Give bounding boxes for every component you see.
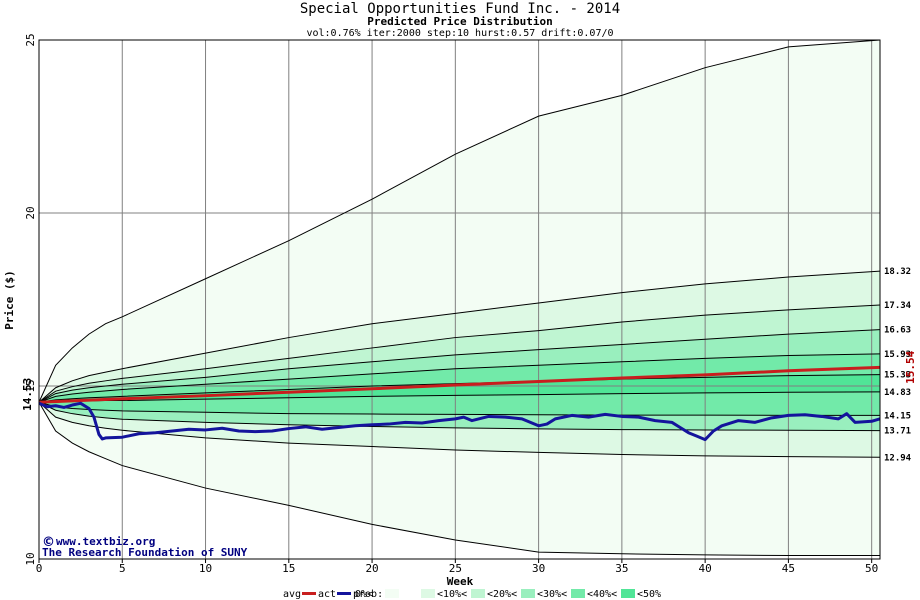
y-tick-labels: 10 15 20 25 [24,33,37,565]
x-tick-0: 0 [36,562,43,575]
right-label-7: 13.71 [884,427,911,437]
legend-bucket-5: <50% [637,589,661,600]
grid-lines [39,40,880,559]
plot-frame [38,39,881,560]
legend-swatch-5 [621,589,635,598]
x-tick-25: 25 [449,562,462,575]
chart-subtitle: Predicted Price Distribution [367,15,552,28]
legend-buckets: 0%< <10%< <20%< <30%< <40%< <50% [355,589,661,600]
x-tick-5: 5 [119,562,126,575]
x-tick-35: 35 [615,562,628,575]
legend-swatch-1 [421,589,435,598]
y-tick-20: 20 [24,206,37,219]
x-axis-label: Week [447,575,474,588]
right-label-1: 17.34 [884,301,912,311]
legend-swatch-0 [385,589,399,598]
line-p10 [38,401,881,458]
band-20-upper [39,305,880,403]
line-p60 [38,353,881,403]
legend-avg-label: avg [283,589,301,600]
x-tick-30: 30 [532,562,545,575]
legend-avg-swatch [302,592,316,595]
x-tick-50: 50 [865,562,878,575]
band-outer-upper [39,40,880,403]
line-p50 [38,374,881,403]
watermark-line-2: The Research Foundation of SUNY [42,546,248,559]
legend-swatch-4 [571,589,585,598]
start-price-label: 14.53 [21,378,34,411]
legend-bucket-1: <10%< [437,589,467,600]
legend-prob-label: prob: [353,589,383,600]
band-40-lower [39,391,880,416]
line-p70 [38,329,881,403]
band-20-lower [39,402,880,458]
right-percentile-labels: 18.32 17.34 16.63 15.93 15.33 14.83 14.15 13.71… [884,267,912,463]
chart-title: Special Opportunities Fund Inc. - 2014 [300,1,620,17]
chart-params: vol:0.76% iter:2000 step:10 hurst:0.57 d… [306,28,613,39]
x-tick-labels: 0 5 10 15 20 25 30 35 40 45 50 [36,559,878,575]
avg-line [38,365,881,404]
x-tick-20: 20 [365,562,378,575]
legend-act-swatch [337,592,351,595]
end-actual-label: 15.54 [904,350,917,383]
y-tick-10: 10 [24,552,37,565]
band-30-upper [39,329,880,403]
legend-act-label: act [318,589,336,600]
line-p30 [38,401,880,416]
band-10-upper [39,271,880,403]
right-label-0: 18.32 [884,267,911,277]
right-label-2: 16.63 [884,326,911,336]
legend-swatch-2 [471,589,485,598]
band-40-upper [39,353,880,403]
right-label-4: 15.33 [884,371,911,381]
line-p20 [38,401,881,432]
legend-bucket-2: <20%< [487,589,517,600]
legend: avg act prob: 0%< <10%< <20%< <30%< <40%< <50… [283,589,661,600]
line-upper-outer [38,39,881,403]
watermark: © www.textbiz.org The Research Foundatio… [42,535,248,559]
legend-swatch-3 [521,589,535,598]
band-10-lower-outer [39,402,880,556]
y-tick-25: 25 [24,33,37,46]
line-p80 [38,304,881,403]
right-label-3: 15.93 [884,350,911,360]
right-label-5: 14.83 [884,388,911,398]
right-label-8: 12.94 [884,453,912,463]
x-tick-10: 10 [199,562,212,575]
x-tick-15: 15 [282,562,295,575]
x-tick-45: 45 [782,562,795,575]
watermark-line-1: www.textbiz.org [56,535,155,548]
percentile-lines [38,39,881,557]
legend-bucket-4: <40%< [587,589,617,600]
legend-bucket-3: <30%< [537,589,567,600]
y-tick-15: 15 [24,379,37,392]
copyright-symbol: © [42,535,55,550]
probability-bands [39,40,880,556]
legend-bucket-0: 0%< [355,589,373,600]
line-lower-outer [38,402,880,557]
x-tick-40: 40 [699,562,712,575]
y-axis-label: Price ($) [3,270,16,330]
actual-line [38,401,881,442]
line-p90 [38,270,881,403]
right-label-6: 14.15 [884,411,911,421]
